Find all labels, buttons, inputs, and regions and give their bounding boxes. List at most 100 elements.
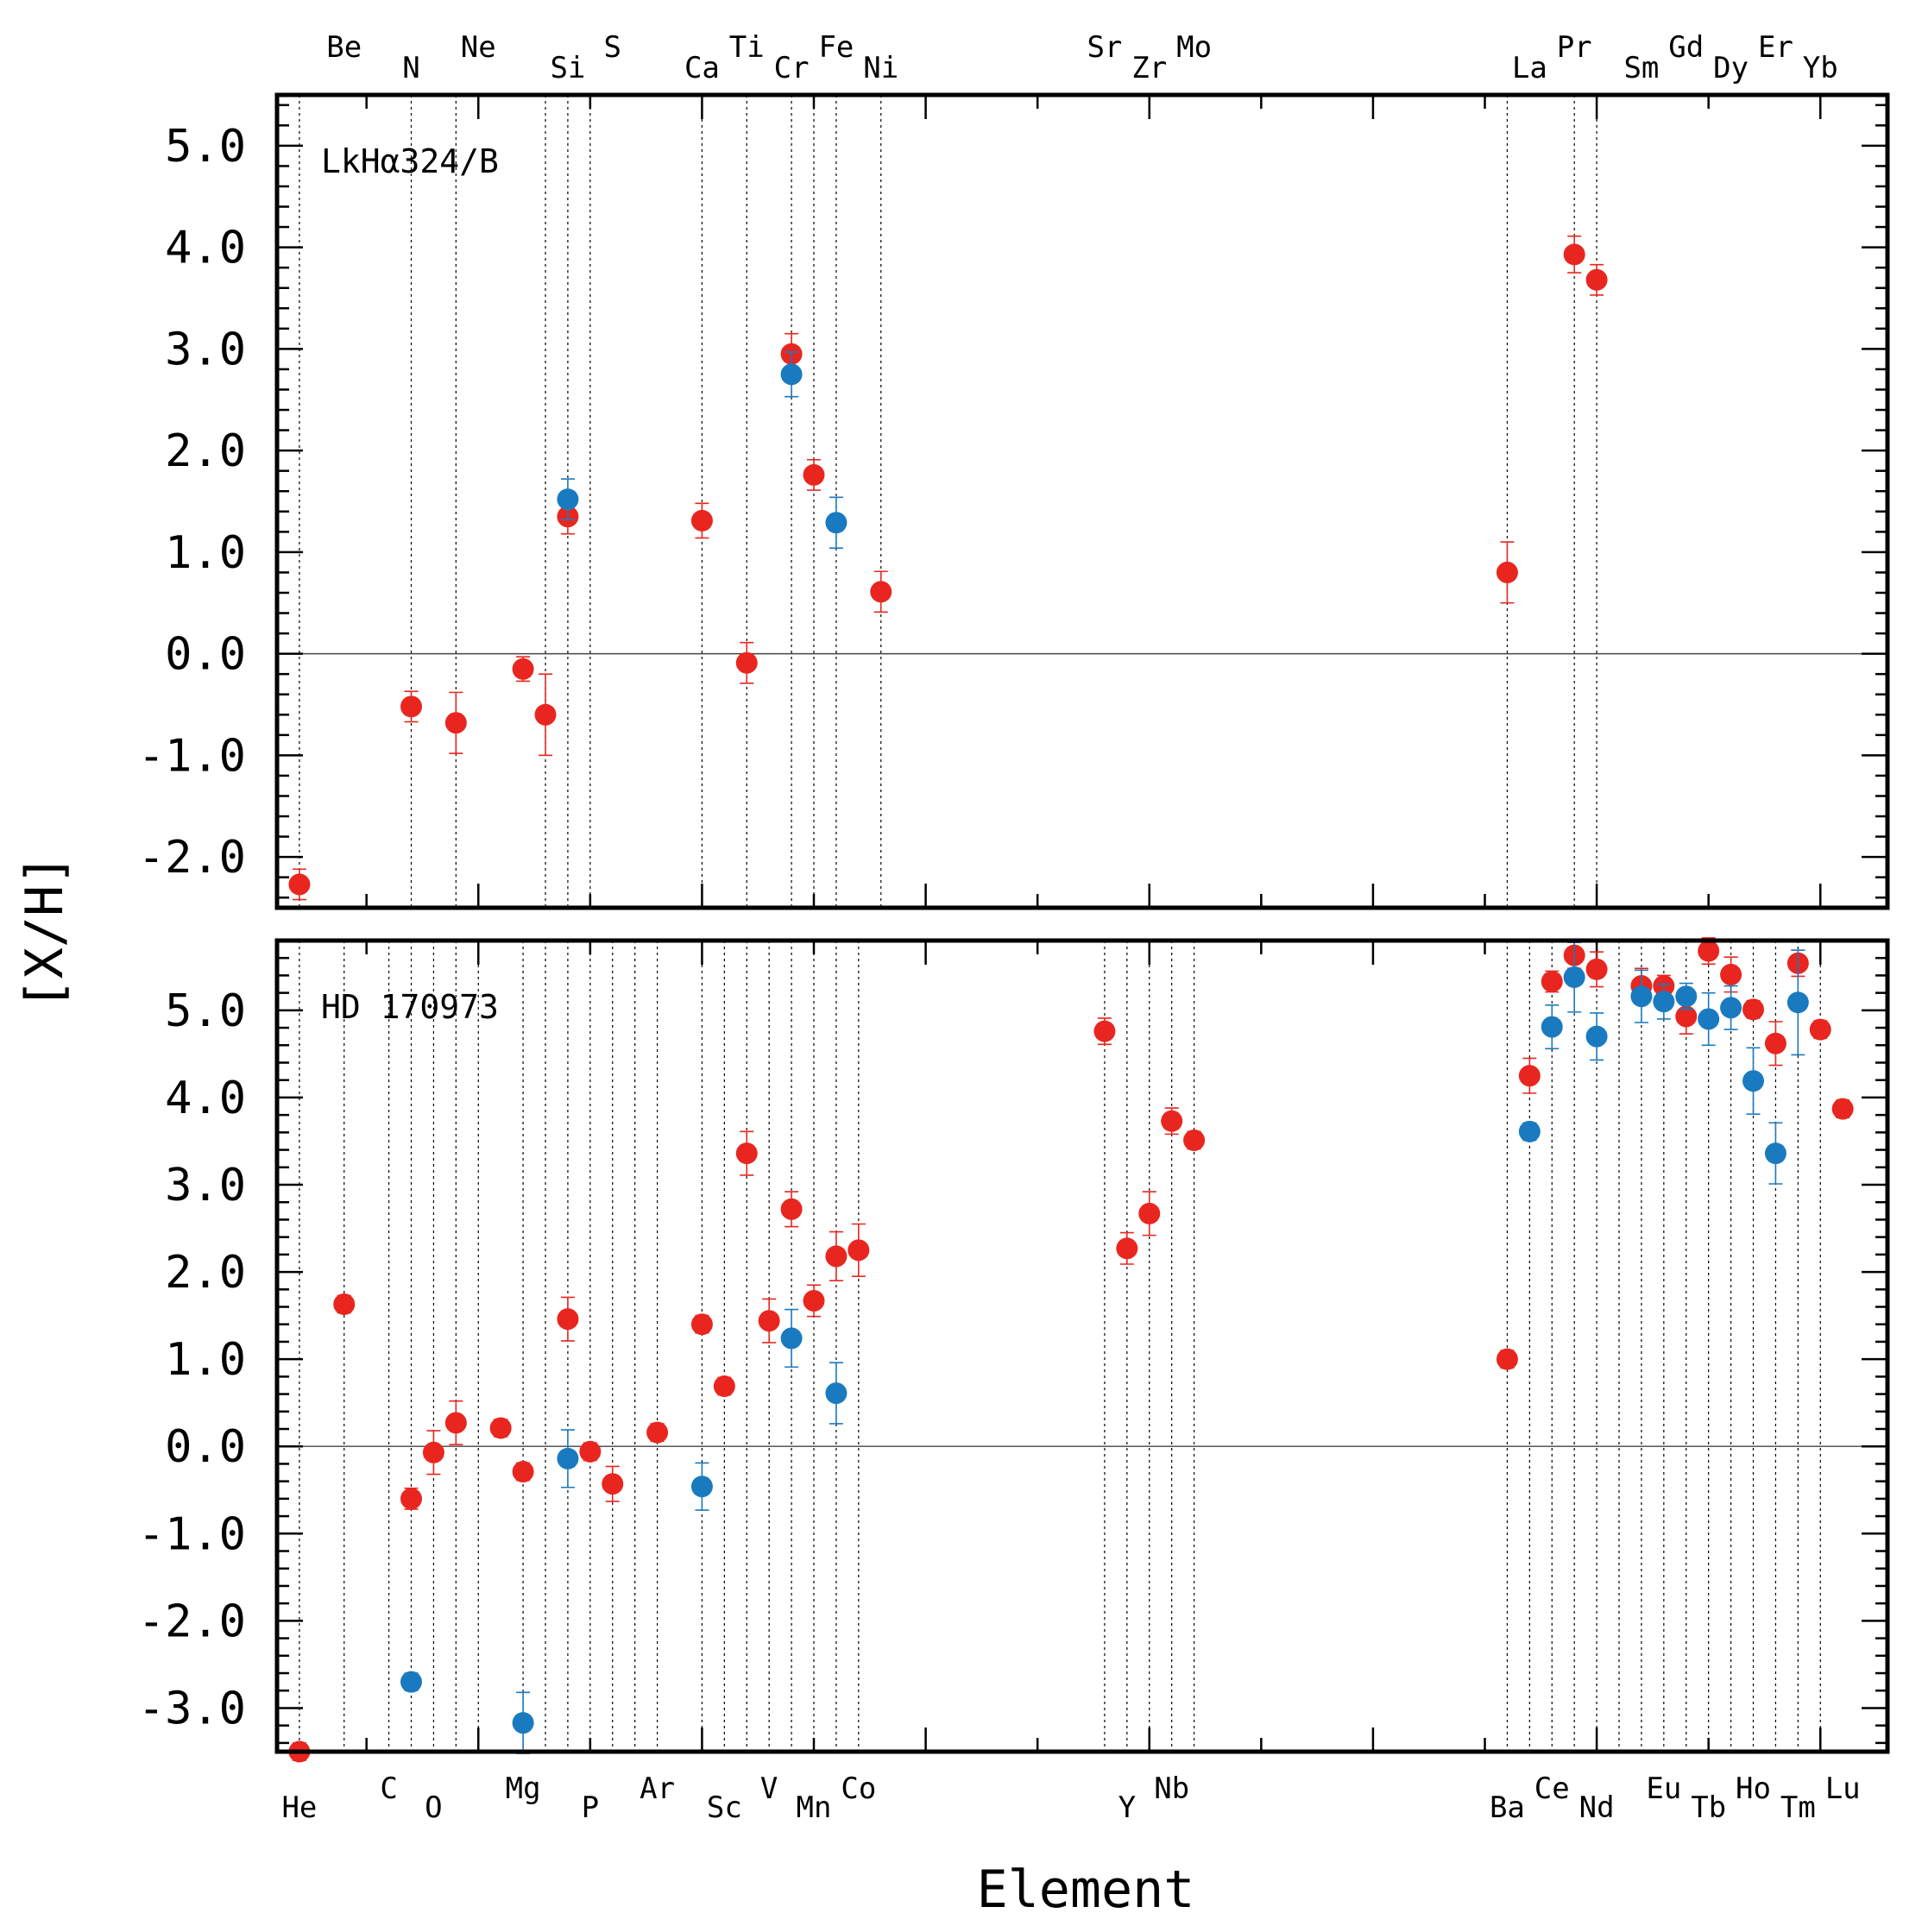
red-data-point: [444, 712, 467, 734]
y-tick-label: -2.0: [138, 832, 246, 884]
red-data-point: [579, 1440, 602, 1463]
element-label-pr: Pr: [1557, 30, 1592, 65]
element-label-he: He: [281, 1790, 317, 1825]
element-label-o: O: [425, 1790, 442, 1825]
blue-data-point: [1630, 985, 1653, 1008]
element-label-fe: Fe: [818, 30, 854, 65]
element-label-sm: Sm: [1623, 51, 1659, 85]
red-data-point: [1496, 1348, 1518, 1370]
element-label-sr: Sr: [1087, 30, 1122, 65]
element-label-eu: Eu: [1646, 1772, 1681, 1806]
plot-frame: [274, 938, 1890, 1754]
element-label-nb: Nb: [1154, 1772, 1189, 1806]
red-data-point: [1831, 1098, 1854, 1120]
element-label-y: Y: [1119, 1790, 1136, 1825]
red-data-point: [870, 581, 892, 603]
element-label-ne: Ne: [461, 30, 496, 65]
blue-data-point: [1698, 1008, 1720, 1030]
red-data-point: [1585, 268, 1608, 291]
element-label-c: C: [380, 1772, 397, 1806]
red-data-point: [400, 695, 422, 718]
y-tick-label: -2.0: [138, 1595, 246, 1647]
y-tick-label: 2.0: [165, 425, 246, 477]
red-data-point: [602, 1473, 624, 1495]
blue-data-point: [1653, 991, 1675, 1013]
red-data-point: [1764, 1032, 1787, 1054]
element-label-v: V: [760, 1772, 778, 1806]
y-tick-label: 1.0: [165, 1334, 246, 1386]
y-axis-title: [X/H]: [15, 854, 75, 1010]
y-tick-label: -1.0: [138, 1508, 246, 1560]
red-data-point: [1675, 1005, 1698, 1028]
blue-data-point: [825, 1382, 848, 1405]
y-tick-label: -1.0: [138, 730, 246, 782]
blue-data-point: [780, 1327, 803, 1350]
y-tick-label: 0.0: [165, 1421, 246, 1473]
element-label-ni: Ni: [863, 51, 898, 85]
red-data-point: [1742, 998, 1764, 1021]
plot-frame: [274, 92, 1890, 910]
element-label-zr: Zr: [1131, 51, 1167, 85]
y-tick-label: 0.0: [165, 629, 246, 681]
panel-bottom: 5.0 4.0 3.0 2.0 1.0 0.0 -1.0 -2.0 -3.0 HD 170973: [138, 937, 1890, 1763]
y-tick-label: 5.0: [165, 121, 246, 173]
red-data-point: [1563, 243, 1585, 266]
red-data-point: [557, 1308, 579, 1331]
red-data-point: [1720, 963, 1742, 985]
red-data-point: [1496, 561, 1518, 583]
y-tick-label: 3.0: [165, 1160, 246, 1211]
blue-data-point: [1787, 991, 1809, 1014]
red-data-point: [690, 509, 713, 532]
blue-data-point: [1518, 1120, 1541, 1142]
bottom-element-labels: He CO Mg P Ar Sc V Mn Co Y Nb Ba Ce Nd Eu Tb Ho Tm Lu: [281, 1772, 1860, 1825]
blue-data-point: [512, 1712, 534, 1734]
element-label-n: N: [402, 51, 419, 85]
element-label-yb: Yb: [1803, 51, 1838, 85]
blue-data-point: [690, 1476, 713, 1498]
element-label-ti: Ti: [729, 30, 765, 65]
element-label-tb: Tb: [1691, 1790, 1726, 1825]
blue-data-point: [825, 512, 848, 534]
blue-data-point: [1585, 1025, 1608, 1048]
element-label-s: S: [604, 30, 621, 65]
red-data-point: [288, 873, 311, 896]
element-label-gd: Gd: [1668, 30, 1704, 65]
blue-data-point: [1742, 1070, 1764, 1092]
element-label-er: Er: [1758, 30, 1793, 65]
y-tick-label: 2.0: [165, 1247, 246, 1299]
panel-top: 5.0 4.0 3.0 2.0 1.0 0.0 -1.0 -2.0 LkHα324/B: [138, 92, 1890, 910]
red-data-point: [1585, 958, 1608, 980]
red-data-point: [1183, 1129, 1206, 1151]
element-label-mg: Mg: [506, 1772, 541, 1806]
y-tick-label: 4.0: [165, 1073, 246, 1124]
element-label-la: La: [1512, 51, 1547, 85]
red-data-point: [1093, 1020, 1116, 1042]
element-label-tm: Tm: [1780, 1790, 1816, 1825]
red-data-point: [803, 1289, 825, 1312]
element-label-ho: Ho: [1736, 1772, 1771, 1806]
red-data-point: [803, 463, 825, 486]
blue-data-point: [557, 1447, 579, 1469]
blue-data-point: [1675, 985, 1698, 1008]
red-data-point: [333, 1293, 356, 1315]
x-axis-title: Element: [977, 1860, 1195, 1920]
panel-star-label: HD 170973: [321, 988, 499, 1026]
red-data-point: [1698, 940, 1720, 962]
blue-data-point: [1764, 1142, 1787, 1165]
element-label-ba: Ba: [1490, 1790, 1525, 1825]
red-data-point: [1518, 1065, 1541, 1087]
blue-data-point: [400, 1671, 422, 1693]
blue-data-point: [1541, 1016, 1563, 1038]
blue-data-point: [557, 488, 579, 511]
red-data-point: [1541, 971, 1563, 993]
panel-star-label: LkHα324/B: [321, 142, 499, 180]
red-data-point: [444, 1412, 467, 1434]
element-label-mn: Mn: [797, 1790, 832, 1825]
red-data-point: [848, 1239, 870, 1262]
element-label-mo: Mo: [1176, 30, 1212, 65]
element-label-nd: Nd: [1579, 1790, 1615, 1825]
red-data-point: [825, 1245, 848, 1268]
